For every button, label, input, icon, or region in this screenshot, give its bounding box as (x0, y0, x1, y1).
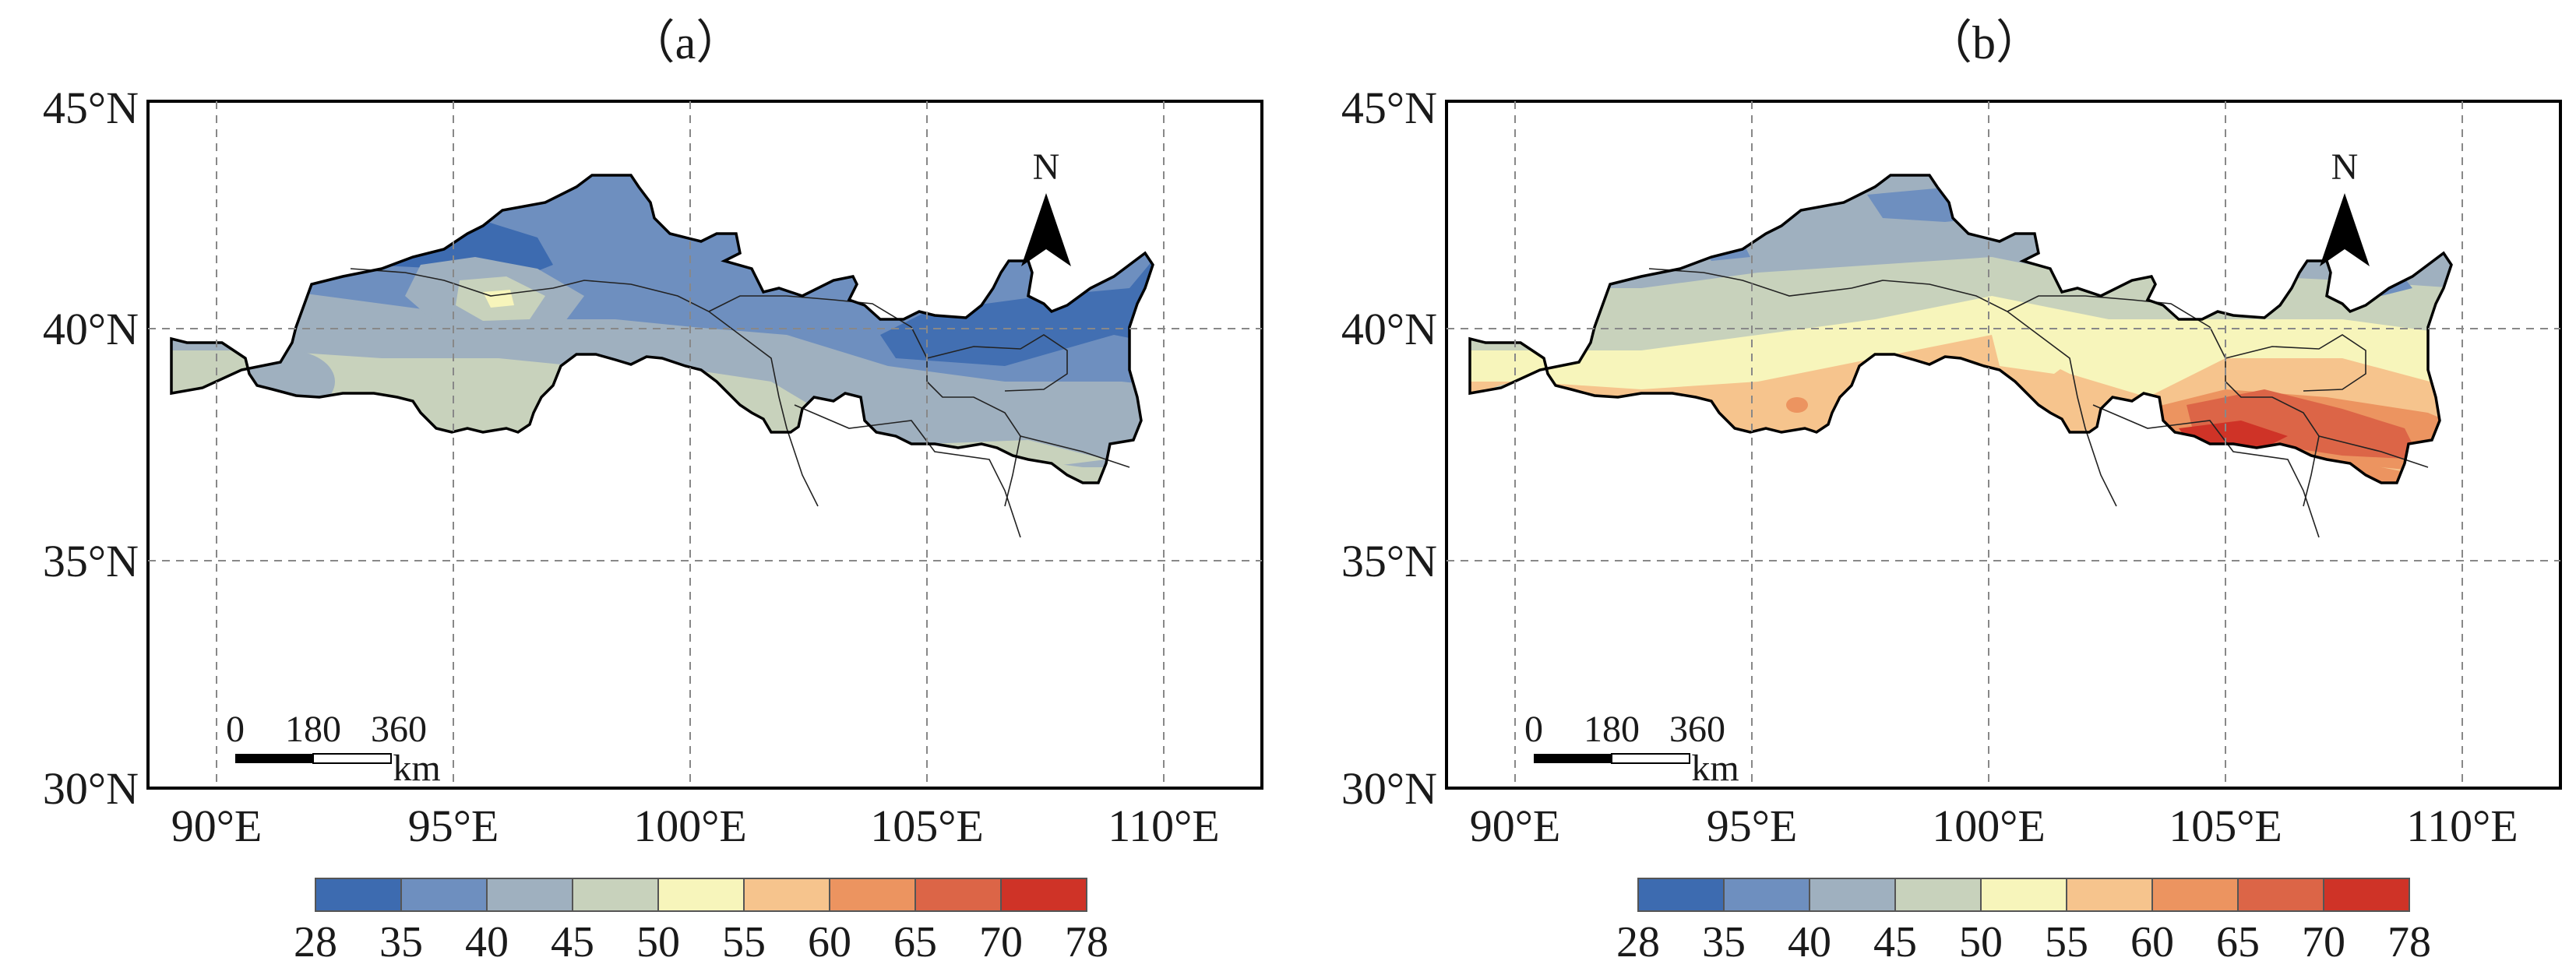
colorbar-tick-b-8: 70 (2302, 918, 2345, 966)
y-tick-30-a: 30°N (43, 763, 139, 814)
colorbar-tick-b-6: 60 (2130, 918, 2174, 966)
colorbar-tick-a-0: 28 (294, 918, 337, 966)
x-tick-100-b: 100°E (1932, 801, 2046, 851)
colorbar-swatch-a-3 (572, 878, 659, 912)
y-tick-40-b: 40°N (1341, 304, 1437, 354)
colorbar-tick-b-2: 40 (1788, 918, 1831, 966)
colorbar-tick-a-9: 78 (1065, 918, 1108, 966)
scale-bar-a: 0 180 360 km (226, 709, 441, 789)
colorbar-swatch-a-8 (1000, 878, 1087, 912)
scale-tick-360-a: 360 (371, 709, 427, 750)
colorbar-swatch-a-7 (914, 878, 1002, 912)
north-label-a: N (1033, 146, 1060, 188)
colorbar-swatch-b-0 (1637, 878, 1725, 912)
colorbar-swatch-a-6 (829, 878, 916, 912)
colorbar-swatch-b-8 (2323, 878, 2410, 912)
colorbar-tick-b-7: 65 (2216, 918, 2260, 966)
colorbar-tick-a-6: 60 (808, 918, 851, 966)
scale-bar-b: 0 180 360 km (1524, 709, 1739, 789)
scale-tick-360-b: 360 (1669, 709, 1725, 750)
gridlines-a (148, 101, 1262, 788)
colorbar-swatch-b-5 (2066, 878, 2153, 912)
colorbar-tick-b-5: 55 (2045, 918, 2088, 966)
colorbar-swatch-b-6 (2151, 878, 2239, 912)
scale-tick-0-a: 0 (226, 709, 245, 750)
colorbar-swatch-a-2 (486, 878, 573, 912)
colorbar-tick-a-2: 40 (465, 918, 509, 966)
y-tick-45-b: 45°N (1341, 83, 1437, 133)
colorbar-tick-b-9: 78 (2387, 918, 2431, 966)
gridlines-b (1447, 101, 2560, 788)
colorbar-tick-a-1: 35 (379, 918, 423, 966)
panel-b: （b） (1341, 17, 2562, 966)
panel-label-b: （b） (1926, 17, 2042, 69)
colorbar-swatch-a-4 (657, 878, 745, 912)
colorbar-tick-a-8: 70 (979, 918, 1023, 966)
y-tick-40-a: 40°N (43, 304, 139, 354)
colorbar-swatch-b-4 (1980, 878, 2067, 912)
colorbar-swatch-a-0 (315, 878, 402, 912)
panel-a: （a） (43, 17, 1263, 966)
colorbar-swatch-b-3 (1894, 878, 1982, 912)
colorbar-tick-a-7: 65 (893, 918, 937, 966)
colorbar-a: 28 35 40 45 50 55 60 65 70 78 (294, 878, 1108, 966)
colorbar-swatch-a-5 (743, 878, 830, 912)
x-tick-90-b: 90°E (1470, 801, 1561, 851)
colorbar-tick-a-5: 55 (722, 918, 766, 966)
panel-label-a: （a） (629, 17, 743, 69)
x-tick-110-a: 110°E (1108, 801, 1219, 851)
north-label-b: N (2331, 146, 2359, 188)
scale-tick-180-a: 180 (285, 709, 341, 750)
x-tick-105-b: 105°E (2169, 801, 2282, 851)
scale-unit-b: km (1691, 748, 1739, 789)
scale-tick-180-b: 180 (1584, 709, 1640, 750)
colorbar-swatch-b-7 (2237, 878, 2324, 912)
y-tick-30-b: 30°N (1341, 763, 1437, 814)
colorbar-tick-b-1: 35 (1702, 918, 1746, 966)
colorbar-tick-b-4: 50 (1959, 918, 2003, 966)
colorbar-b: 28 35 40 45 50 55 60 65 70 78 (1616, 878, 2431, 966)
x-tick-105-a: 105°E (870, 801, 984, 851)
x-tick-95-a: 95°E (408, 801, 499, 851)
x-tick-100-a: 100°E (633, 801, 747, 851)
province-boundaries-a (350, 268, 1130, 538)
colorbar-tick-a-3: 45 (551, 918, 594, 966)
colorbar-tick-b-0: 28 (1616, 918, 1660, 966)
colorbar-tick-b-3: 45 (1873, 918, 1917, 966)
scale-unit-a: km (393, 748, 440, 789)
colorbar-swatch-b-1 (1723, 878, 1810, 912)
colorbar-tick-a-4: 50 (636, 918, 680, 966)
scale-tick-0-b: 0 (1524, 709, 1543, 750)
colorbar-swatch-a-1 (400, 878, 488, 912)
x-tick-95-b: 95°E (1707, 801, 1798, 851)
x-tick-90-a: 90°E (171, 801, 263, 851)
north-arrow-icon (2320, 193, 2370, 266)
colorbar-swatch-b-2 (1809, 878, 1896, 912)
x-tick-110-b: 110°E (2406, 801, 2518, 851)
north-arrow-icon (1021, 193, 1071, 266)
y-tick-35-b: 35°N (1341, 536, 1437, 586)
north-arrow-a: N (1021, 146, 1071, 266)
y-tick-45-a: 45°N (43, 83, 139, 133)
y-tick-35-a: 35°N (43, 536, 139, 586)
north-arrow-b: N (2320, 146, 2370, 266)
